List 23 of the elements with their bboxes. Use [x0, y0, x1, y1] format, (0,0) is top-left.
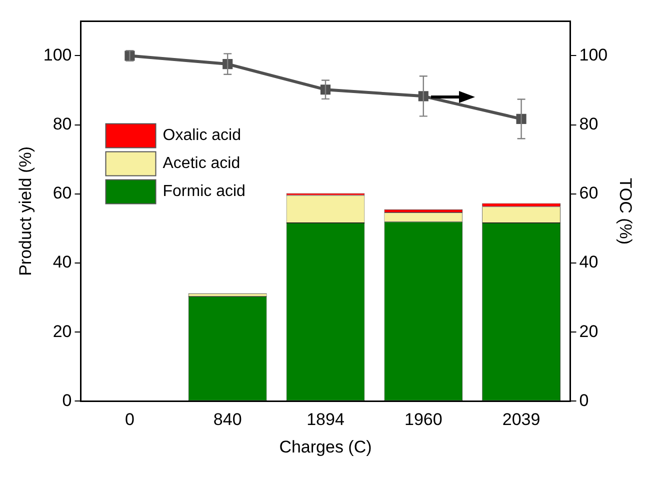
- y2-tick-label: 0: [579, 390, 589, 410]
- y-tick-label: 60: [52, 184, 72, 203]
- y-axis-title: Product yield (%): [16, 146, 35, 276]
- x-tick-label: 0: [124, 410, 134, 430]
- y-tick-label: 80: [52, 114, 72, 134]
- x-tick-label: 1960: [404, 410, 442, 430]
- x-tick-label: 2039: [502, 410, 540, 430]
- y-tick-label: 40: [52, 252, 72, 272]
- y2-tick-label: 20: [579, 322, 598, 341]
- y2-tick-label: 100: [579, 45, 608, 64]
- y2-axis-title: TOC (%): [616, 178, 636, 245]
- x-axis-title: Charges (C): [279, 437, 372, 456]
- legend-label: Oxalic acid: [162, 127, 242, 144]
- y-tick-label: 20: [52, 322, 72, 341]
- x-tick-label: 1894: [306, 410, 344, 430]
- y2-tick-label: 60: [579, 184, 598, 203]
- y-tick-label: 0: [62, 390, 72, 410]
- x-tick-label: 840: [213, 410, 242, 430]
- legend-label: Formic acid: [162, 183, 246, 200]
- y-tick-label: 100: [43, 45, 72, 64]
- y2-tick-label: 40: [579, 252, 598, 272]
- y2-tick-label: 80: [579, 114, 598, 134]
- legend-label: Acetic acid: [162, 155, 240, 172]
